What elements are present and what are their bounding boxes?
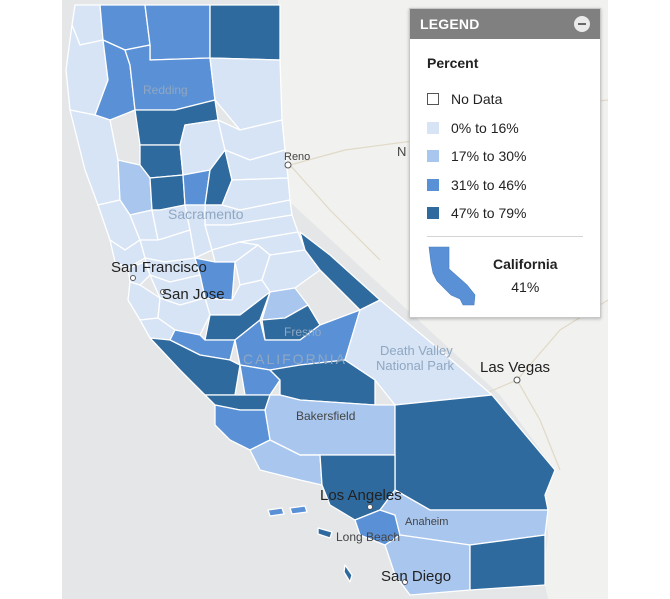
legend-header[interactable]: LEGEND [410,9,600,39]
swatch-bin-2 [427,150,439,163]
legend-item-label: No Data [451,91,503,108]
legend-item-bin-4: 47% to 79% [427,199,583,228]
county-siskiyou[interactable] [144,4,211,61]
swatch-no-data [427,93,439,106]
county-modoc[interactable] [209,4,281,61]
city-label-redding: Redding [143,83,188,97]
legend-item-no-data: No Data [427,85,583,114]
city-label-san-diego: San Diego [381,568,451,585]
legend-divider [427,235,583,237]
legend-panel: LEGEND Percent No Data 0% to 16% 17% to … [409,8,601,318]
city-label-reno: Reno [284,151,310,163]
park-label-national-park: National Park [376,358,455,373]
county-kings[interactable] [239,364,281,396]
legend-item-bin-1: 0% to 16% [427,114,583,143]
county-imperial[interactable] [469,534,546,591]
california-shape-icon [428,246,476,305]
legend-item-label: 17% to 30% [451,148,527,165]
legend-subtitle: Percent [427,55,479,71]
legend-state-summary: California 41% [427,245,583,307]
state-summary-text: California 41% [493,256,558,295]
state-label-california: CALIFORNIA [243,351,347,367]
legend-body: Percent No Data 0% to 16% 17% to 30% 31%… [410,39,600,307]
legend-item-bin-3: 31% to 46% [427,171,583,200]
city-label-san-jose: San Jose [162,286,225,303]
legend-item-label: 0% to 16% [451,119,519,136]
legend-item-bin-2: 17% to 30% [427,142,583,171]
counties[interactable] [65,4,556,596]
minus-icon [578,23,586,25]
city-label-long-beach: Long Beach [336,530,400,544]
state-value: 41% [511,279,540,295]
city-label-sacramento: Sacramento [168,206,244,222]
swatch-bin-3 [427,178,439,191]
map-labels: Reno Redding Sacramento San Francisco Sa… [111,83,550,585]
city-label-los-angeles: Los Angeles [320,487,402,504]
island-santa-rosa [289,505,308,515]
state-name: California [493,256,558,272]
park-label-death-valley: Death Valley [380,343,453,358]
city-label-anaheim: Anaheim [405,516,448,528]
edge-letter-label: N [397,144,406,159]
collapse-legend-button[interactable] [574,16,590,32]
city-label-fresno: Fresno [284,325,322,339]
island-san-clemente [343,564,353,583]
island-santa-cruz [267,507,285,517]
city-label-bakersfield: Bakersfield [296,409,355,423]
swatch-bin-4 [427,207,439,220]
city-label-san-francisco: San Francisco [111,259,207,276]
island-catalina [317,527,333,539]
legend-item-label: 31% to 46% [451,176,527,193]
legend-title: LEGEND [420,16,480,32]
legend-item-label: 47% to 79% [451,205,527,222]
swatch-bin-1 [427,121,439,134]
county-colusa[interactable] [149,174,186,211]
city-label-las-vegas: Las Vegas [480,359,550,376]
